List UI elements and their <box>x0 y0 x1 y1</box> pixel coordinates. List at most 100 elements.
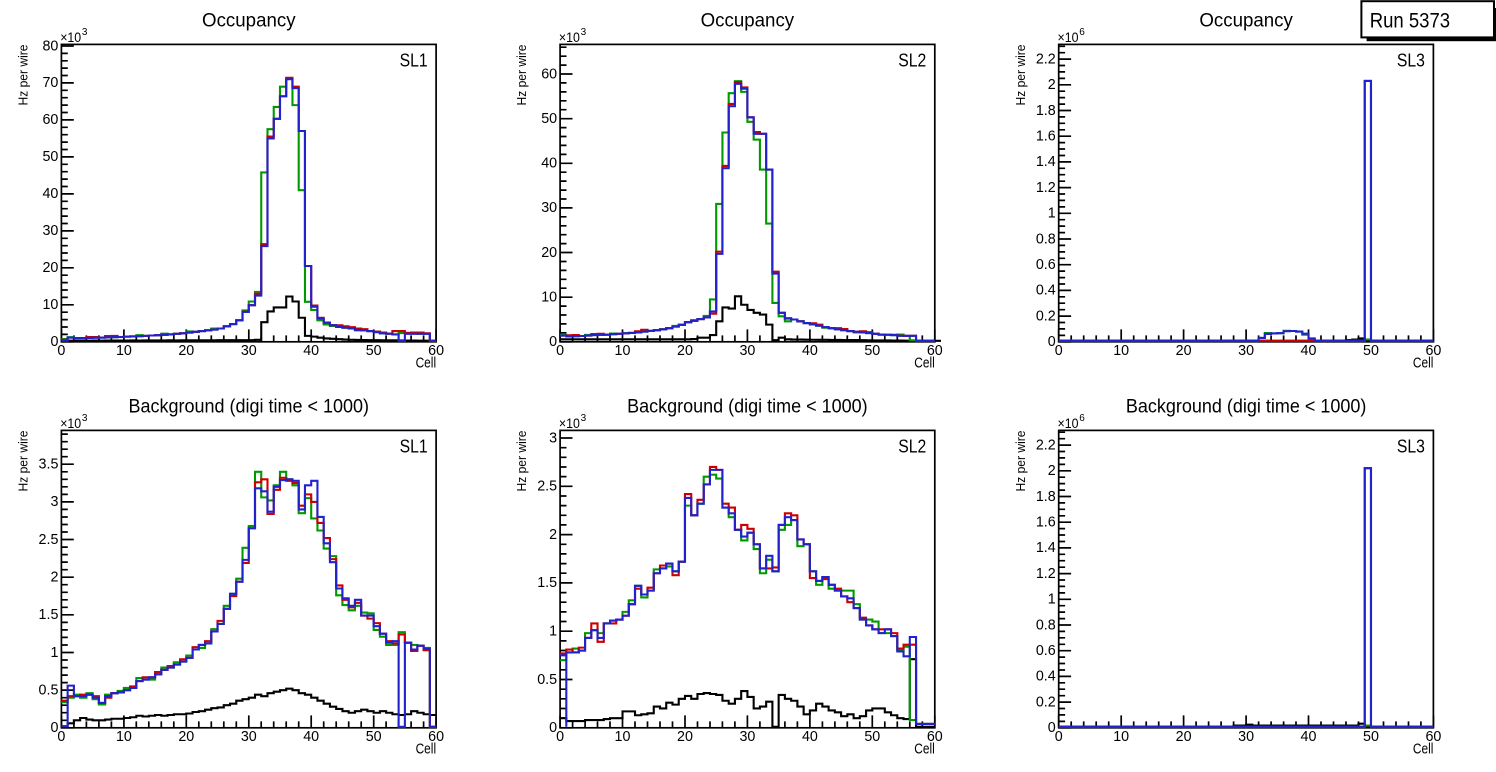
svg-text:50: 50 <box>864 343 880 359</box>
svg-text:10: 10 <box>42 297 58 313</box>
svg-text:60: 60 <box>1425 343 1441 359</box>
svg-text:2.5: 2.5 <box>537 479 557 495</box>
svg-text:2: 2 <box>1048 77 1056 93</box>
svg-text:2.2: 2.2 <box>1036 51 1056 67</box>
svg-text:40: 40 <box>42 186 58 202</box>
svg-text:10: 10 <box>541 290 557 306</box>
svg-text:20: 20 <box>178 729 194 745</box>
svg-text:50: 50 <box>541 111 557 127</box>
svg-text:1.8: 1.8 <box>1036 103 1056 119</box>
svg-text:1.4: 1.4 <box>1036 154 1056 170</box>
svg-text:2.2: 2.2 <box>1036 437 1056 453</box>
svg-text:70: 70 <box>42 75 58 91</box>
svg-text:2.5: 2.5 <box>39 532 59 548</box>
svg-text:2: 2 <box>50 570 58 586</box>
svg-text:10: 10 <box>615 343 631 359</box>
svg-text:SL3: SL3 <box>1397 436 1425 457</box>
svg-text:30: 30 <box>739 729 755 745</box>
svg-text:Hz per wire: Hz per wire <box>16 45 31 106</box>
svg-text:50: 50 <box>1363 343 1379 359</box>
svg-text:3: 3 <box>581 27 587 38</box>
svg-text:1.4: 1.4 <box>1036 540 1056 556</box>
svg-text:×10: ×10 <box>60 416 81 431</box>
svg-text:Occupancy: Occupancy <box>1199 11 1293 32</box>
svg-text:60: 60 <box>927 729 943 745</box>
svg-text:0.8: 0.8 <box>1036 617 1056 633</box>
svg-text:1.8: 1.8 <box>1036 489 1056 505</box>
svg-text:1: 1 <box>1048 206 1056 222</box>
svg-text:0.2: 0.2 <box>1036 694 1056 710</box>
svg-text:40: 40 <box>802 343 818 359</box>
svg-text:SL2: SL2 <box>898 436 926 457</box>
svg-text:20: 20 <box>42 260 58 276</box>
svg-text:0.5: 0.5 <box>537 672 557 688</box>
svg-text:0: 0 <box>1055 729 1063 745</box>
svg-text:0: 0 <box>556 729 564 745</box>
svg-text:80: 80 <box>42 38 58 54</box>
svg-text:Hz per wire: Hz per wire <box>16 431 31 492</box>
svg-text:Cell: Cell <box>914 741 935 757</box>
svg-text:Background (digi time < 1000): Background (digi time < 1000) <box>1126 397 1367 418</box>
svg-text:0.6: 0.6 <box>1036 643 1056 659</box>
svg-text:Occupancy: Occupancy <box>202 11 296 32</box>
svg-text:20: 20 <box>677 343 693 359</box>
svg-text:3: 3 <box>581 413 587 424</box>
svg-text:0: 0 <box>57 729 65 745</box>
svg-text:3: 3 <box>82 413 88 424</box>
svg-text:3: 3 <box>549 430 557 446</box>
svg-text:0: 0 <box>57 343 65 359</box>
svg-text:0: 0 <box>549 720 557 736</box>
svg-text:Background (digi time < 1000): Background (digi time < 1000) <box>627 397 868 418</box>
svg-text:1: 1 <box>50 645 58 661</box>
svg-text:×10: ×10 <box>60 30 81 45</box>
svg-text:60: 60 <box>428 729 444 745</box>
svg-text:×10: ×10 <box>1058 416 1079 431</box>
svg-text:1: 1 <box>1048 592 1056 608</box>
svg-text:1.5: 1.5 <box>39 607 59 623</box>
svg-text:20: 20 <box>541 245 557 261</box>
svg-text:6: 6 <box>1079 413 1085 424</box>
svg-text:60: 60 <box>927 343 943 359</box>
svg-text:SL1: SL1 <box>400 436 428 457</box>
svg-text:Hz per wire: Hz per wire <box>514 431 529 492</box>
svg-text:20: 20 <box>1176 343 1192 359</box>
svg-text:10: 10 <box>1113 343 1129 359</box>
svg-text:Cell: Cell <box>1413 741 1434 757</box>
svg-text:10: 10 <box>1113 729 1129 745</box>
svg-text:0.8: 0.8 <box>1036 231 1056 247</box>
svg-text:40: 40 <box>802 729 818 745</box>
svg-text:30: 30 <box>541 200 557 216</box>
svg-text:Cell: Cell <box>416 355 437 371</box>
svg-text:30: 30 <box>241 343 257 359</box>
svg-text:30: 30 <box>241 729 257 745</box>
svg-text:50: 50 <box>366 343 382 359</box>
svg-text:2: 2 <box>1048 463 1056 479</box>
svg-text:Run 5373: Run 5373 <box>1370 9 1450 33</box>
svg-text:Cell: Cell <box>1413 355 1434 371</box>
svg-text:0: 0 <box>1048 720 1056 736</box>
svg-text:6: 6 <box>1079 27 1085 38</box>
svg-text:10: 10 <box>615 729 631 745</box>
svg-text:×10: ×10 <box>559 30 580 45</box>
svg-text:×10: ×10 <box>559 416 580 431</box>
svg-text:0: 0 <box>549 334 557 350</box>
svg-text:1: 1 <box>549 624 557 640</box>
svg-text:1.2: 1.2 <box>1036 180 1056 196</box>
svg-text:40: 40 <box>541 156 557 172</box>
svg-text:3.5: 3.5 <box>39 457 59 473</box>
svg-text:20: 20 <box>1176 729 1192 745</box>
svg-text:60: 60 <box>541 66 557 82</box>
svg-text:Hz per wire: Hz per wire <box>514 45 529 106</box>
svg-text:0: 0 <box>50 720 58 736</box>
svg-text:10: 10 <box>116 729 132 745</box>
svg-text:3: 3 <box>50 494 58 510</box>
svg-text:60: 60 <box>1425 729 1441 745</box>
svg-text:40: 40 <box>303 343 319 359</box>
svg-text:Cell: Cell <box>914 355 935 371</box>
svg-text:×10: ×10 <box>1058 30 1079 45</box>
svg-text:0.6: 0.6 <box>1036 257 1056 273</box>
svg-text:SL2: SL2 <box>898 50 926 71</box>
svg-text:60: 60 <box>42 112 58 128</box>
svg-text:50: 50 <box>42 149 58 165</box>
svg-text:30: 30 <box>42 223 58 239</box>
